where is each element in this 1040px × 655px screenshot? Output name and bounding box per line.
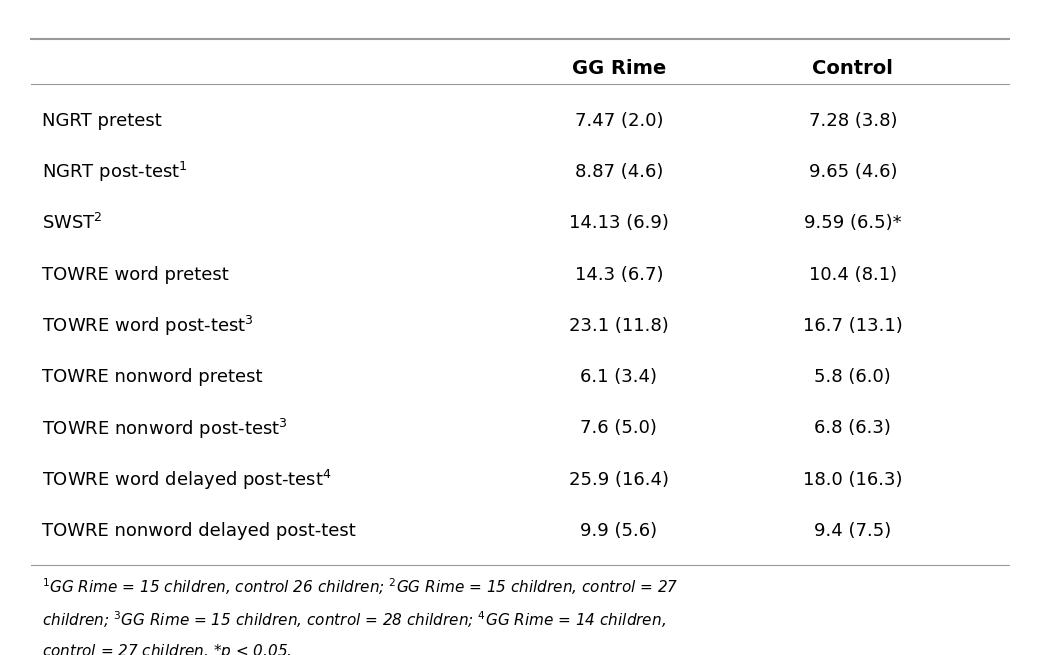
- Text: control = 27 children. *$p$ < 0.05.: control = 27 children. *$p$ < 0.05.: [42, 642, 291, 655]
- Text: TOWRE word delayed post-test$^{4}$: TOWRE word delayed post-test$^{4}$: [42, 468, 331, 492]
- Text: TOWRE word pretest: TOWRE word pretest: [42, 265, 229, 284]
- Text: 14.13 (6.9): 14.13 (6.9): [569, 214, 669, 233]
- Text: 10.4 (8.1): 10.4 (8.1): [809, 265, 896, 284]
- Text: 5.8 (6.0): 5.8 (6.0): [814, 368, 891, 386]
- Text: 18.0 (16.3): 18.0 (16.3): [803, 471, 903, 489]
- Text: 7.47 (2.0): 7.47 (2.0): [574, 111, 664, 130]
- Text: 6.1 (3.4): 6.1 (3.4): [580, 368, 657, 386]
- Text: NGRT pretest: NGRT pretest: [42, 111, 161, 130]
- Text: 14.3 (6.7): 14.3 (6.7): [574, 265, 664, 284]
- Text: 7.6 (5.0): 7.6 (5.0): [580, 419, 657, 438]
- Text: 16.7 (13.1): 16.7 (13.1): [803, 317, 903, 335]
- Text: SWST$^{2}$: SWST$^{2}$: [42, 213, 102, 233]
- Text: TOWRE nonword delayed post-test: TOWRE nonword delayed post-test: [42, 522, 356, 540]
- Text: 9.59 (6.5)*: 9.59 (6.5)*: [804, 214, 902, 233]
- Text: TOWRE nonword pretest: TOWRE nonword pretest: [42, 368, 262, 386]
- Text: GG Rime: GG Rime: [572, 59, 666, 79]
- Text: 9.4 (7.5): 9.4 (7.5): [814, 522, 891, 540]
- Text: TOWRE nonword post-test$^{3}$: TOWRE nonword post-test$^{3}$: [42, 417, 287, 441]
- Text: Control: Control: [812, 59, 893, 79]
- Text: TOWRE word post-test$^{3}$: TOWRE word post-test$^{3}$: [42, 314, 254, 338]
- Text: NGRT post-test$^{1}$: NGRT post-test$^{1}$: [42, 160, 187, 184]
- Text: 9.9 (5.6): 9.9 (5.6): [580, 522, 657, 540]
- Text: children; $^{3}$GG Rime = 15 children, control = 28 children; $^{4}$GG Rime = 14: children; $^{3}$GG Rime = 15 children, c…: [42, 609, 666, 630]
- Text: 6.8 (6.3): 6.8 (6.3): [814, 419, 891, 438]
- Text: $^{1}$GG Rime = 15 children, control 26 children; $^{2}$GG Rime = 15 children, c: $^{1}$GG Rime = 15 children, control 26 …: [42, 576, 678, 597]
- Text: 23.1 (11.8): 23.1 (11.8): [569, 317, 669, 335]
- Text: 9.65 (4.6): 9.65 (4.6): [808, 163, 898, 181]
- Text: 7.28 (3.8): 7.28 (3.8): [808, 111, 898, 130]
- Text: 8.87 (4.6): 8.87 (4.6): [575, 163, 662, 181]
- Text: 25.9 (16.4): 25.9 (16.4): [569, 471, 669, 489]
